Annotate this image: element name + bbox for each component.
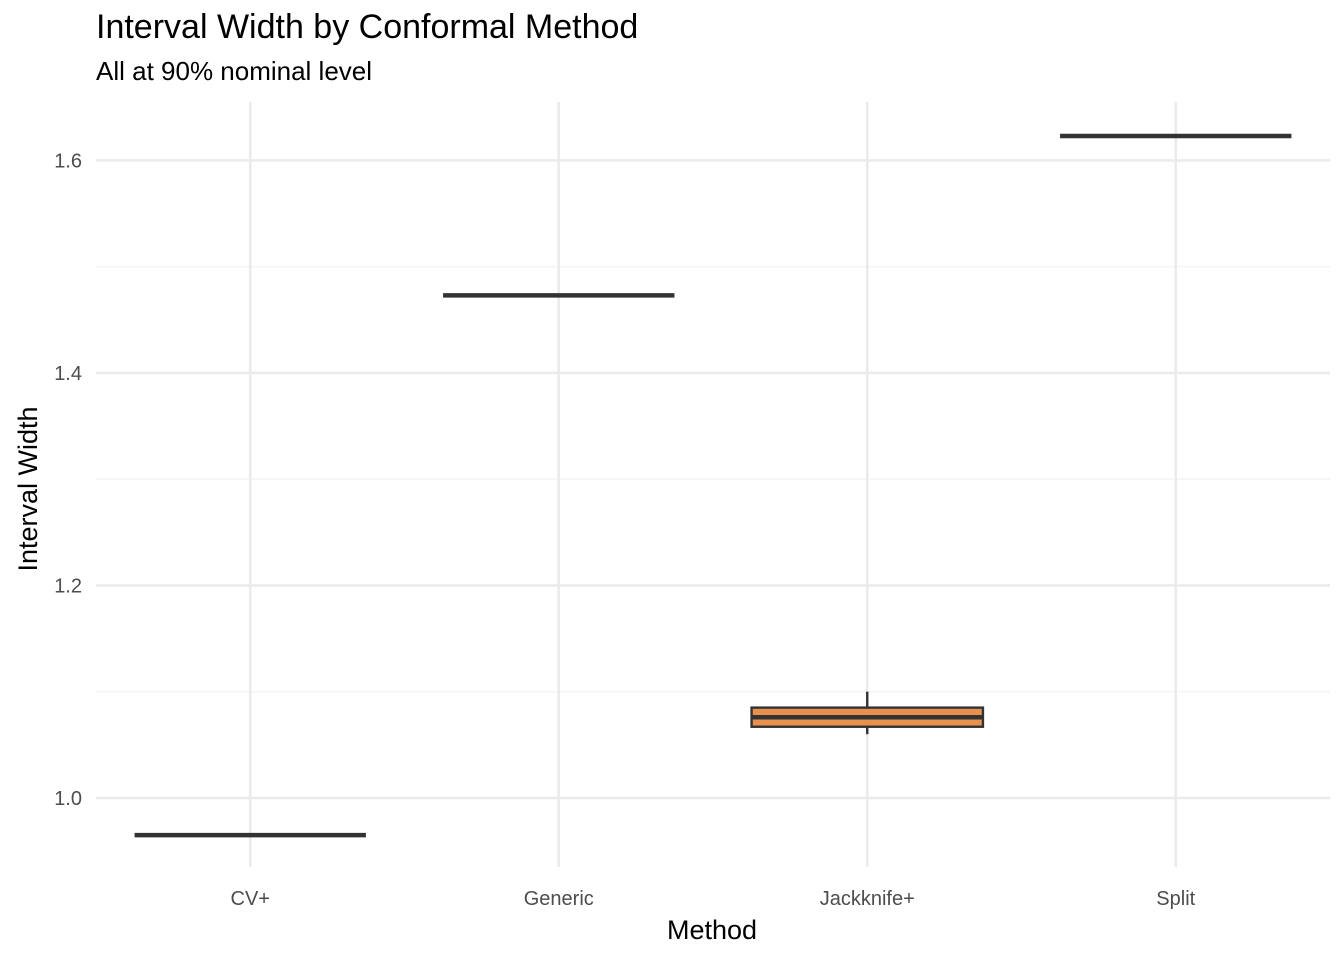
boxes	[134, 133, 1292, 838]
y-tick-label: 1.2	[54, 575, 82, 597]
grid-lines	[96, 102, 1330, 867]
x-tick-label: Generic	[524, 888, 594, 910]
chart-subtitle: All at 90% nominal level	[96, 56, 373, 86]
y-tick-labels: 1.0 1.2 1.4 1.6	[54, 150, 82, 810]
y-tick-label: 1.6	[54, 150, 82, 172]
x-tick-labels: CV+ Generic Jackknife+ Split	[231, 888, 1196, 910]
y-tick-label: 1.0	[54, 788, 82, 810]
chart-title: Interval Width by Conformal Method	[96, 8, 639, 46]
x-tick-label: Jackknife+	[820, 888, 915, 910]
box-jackknife-	[750, 691, 985, 735]
x-tick-label: CV+	[231, 888, 270, 910]
y-axis-title: Interval Width	[13, 406, 43, 571]
y-tick-label: 1.4	[54, 363, 82, 385]
x-tick-label: Split	[1156, 888, 1195, 910]
x-axis-title: Method	[667, 915, 757, 945]
